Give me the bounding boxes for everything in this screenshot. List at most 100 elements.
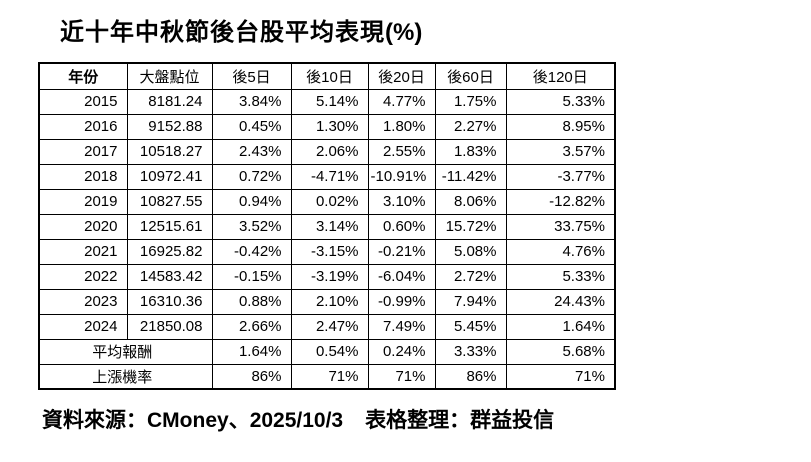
column-header-after5: 後5日 [211, 62, 292, 90]
cell-after20: 7.49% [367, 313, 436, 340]
cell-after5: 0.72% [211, 163, 292, 190]
cell-after5: 2.43% [211, 138, 292, 165]
cell-after60: 15.72% [434, 213, 507, 240]
summary-label-win-rate: 上漲機率 [38, 363, 213, 390]
separator: 、 [228, 407, 250, 432]
cell-after5: -0.42% [211, 238, 292, 265]
column-header-year: 年份 [38, 62, 128, 90]
cell-after60: 1.83% [434, 138, 507, 165]
column-header-after10: 後10日 [290, 62, 369, 90]
summary-label-average-return: 平均報酬 [38, 338, 213, 365]
cell-after60: 3.33% [434, 338, 507, 365]
cell-after20: 4.77% [367, 88, 436, 115]
cell-year: 2021 [38, 238, 128, 265]
cell-after60: 1.75% [434, 88, 507, 115]
cell-after60: 2.72% [434, 263, 507, 290]
performance-table: 年份 大盤點位 後5日 後10日 後20日 後60日 後120日 2015 81… [38, 62, 616, 390]
source-name: CMoney [147, 409, 229, 432]
cell-after60: 8.06% [434, 188, 507, 215]
table-row-2021: 2021 16925.82 -0.42% -3.15% -0.21% 5.08%… [38, 238, 616, 265]
cell-after20: -0.21% [367, 238, 436, 265]
summary-row-win-rate: 上漲機率 86% 71% 71% 86% 71% [38, 363, 616, 390]
cell-year: 2019 [38, 188, 128, 215]
source-label: 資料來源： [42, 407, 147, 432]
cell-year: 2016 [38, 113, 128, 140]
table-row-2018: 2018 10972.41 0.72% -4.71% -10.91% -11.4… [38, 163, 616, 190]
cell-after10: 0.54% [290, 338, 369, 365]
table-row-2023: 2023 16310.36 0.88% 2.10% -0.99% 7.94% 2… [38, 288, 616, 315]
cell-year: 2020 [38, 213, 128, 240]
footer: 資料來源：CMoney、2025/10/3 表格整理：群益投信 [42, 404, 554, 434]
cell-after60: 2.27% [434, 113, 507, 140]
cell-after20: 0.24% [367, 338, 436, 365]
cell-index: 9152.88 [126, 113, 213, 140]
cell-year: 2022 [38, 263, 128, 290]
cell-index: 21850.08 [126, 313, 213, 340]
cell-after5: 86% [211, 363, 292, 390]
cell-index: 16310.36 [126, 288, 213, 315]
cell-index: 16925.82 [126, 238, 213, 265]
cell-after20: 3.10% [367, 188, 436, 215]
page-title: 近十年中秋節後台股平均表現(%) [60, 12, 422, 47]
cell-after5: 1.64% [211, 338, 292, 365]
cell-after20: -0.99% [367, 288, 436, 315]
cell-after10: 1.30% [290, 113, 369, 140]
cell-after60: -11.42% [434, 163, 507, 190]
table-row-2024: 2024 21850.08 2.66% 2.47% 7.49% 5.45% 1.… [38, 313, 616, 340]
cell-after5: 0.88% [211, 288, 292, 315]
page-title-text: 近十年中秋節後台股平均表現 [60, 17, 385, 46]
cell-index: 14583.42 [126, 263, 213, 290]
cell-after120: 71% [505, 363, 616, 390]
cell-after20: 71% [367, 363, 436, 390]
cell-after20: 1.80% [367, 113, 436, 140]
cell-after10: -4.71% [290, 163, 369, 190]
page-title-suffix: (%) [385, 19, 423, 46]
cell-after60: 5.45% [434, 313, 507, 340]
cell-after5: 3.52% [211, 213, 292, 240]
table-row-2020: 2020 12515.61 3.52% 3.14% 0.60% 15.72% 3… [38, 213, 616, 240]
cell-after20: 0.60% [367, 213, 436, 240]
table-row-2022: 2022 14583.42 -0.15% -3.19% -6.04% 2.72%… [38, 263, 616, 290]
cell-year: 2017 [38, 138, 128, 165]
column-header-after120: 後120日 [505, 62, 616, 90]
header-row: 年份 大盤點位 後5日 後10日 後20日 後60日 後120日 [38, 62, 616, 90]
table-row-2016: 2016 9152.88 0.45% 1.30% 1.80% 2.27% 8.9… [38, 113, 616, 140]
source-date: 2025/10/3 [249, 409, 344, 432]
cell-after10: 71% [290, 363, 369, 390]
cell-after120: 33.75% [505, 213, 616, 240]
table-row-2015: 2015 8181.24 3.84% 5.14% 4.77% 1.75% 5.3… [38, 88, 616, 115]
cell-after5: -0.15% [211, 263, 292, 290]
cell-after10: 2.06% [290, 138, 369, 165]
cell-after60: 86% [434, 363, 507, 390]
cell-after120: 1.64% [505, 313, 616, 340]
cell-year: 2024 [38, 313, 128, 340]
cell-year: 2018 [38, 163, 128, 190]
cell-index: 12515.61 [126, 213, 213, 240]
cell-after5: 0.45% [211, 113, 292, 140]
cell-index: 10972.41 [126, 163, 213, 190]
cell-after120: 5.33% [505, 263, 616, 290]
cell-after60: 5.08% [434, 238, 507, 265]
cell-after20: 2.55% [367, 138, 436, 165]
cell-after120: 8.95% [505, 113, 616, 140]
cell-index: 10518.27 [126, 138, 213, 165]
cell-after5: 0.94% [211, 188, 292, 215]
column-header-index: 大盤點位 [126, 62, 213, 90]
summary-row-average-return: 平均報酬 1.64% 0.54% 0.24% 3.33% 5.68% [38, 338, 616, 365]
cell-after10: 5.14% [290, 88, 369, 115]
column-header-after20: 後20日 [367, 62, 436, 90]
cell-after10: 3.14% [290, 213, 369, 240]
cell-index: 10827.55 [126, 188, 213, 215]
cell-after10: 0.02% [290, 188, 369, 215]
cell-after10: 2.47% [290, 313, 369, 340]
cell-year: 2015 [38, 88, 128, 115]
cell-after120: 3.57% [505, 138, 616, 165]
cell-after120: -12.82% [505, 188, 616, 215]
cell-after120: 5.33% [505, 88, 616, 115]
cell-after20: -10.91% [367, 163, 436, 190]
cell-after120: 24.43% [505, 288, 616, 315]
cell-after120: 5.68% [505, 338, 616, 365]
column-header-after60: 後60日 [434, 62, 507, 90]
cell-after5: 3.84% [211, 88, 292, 115]
